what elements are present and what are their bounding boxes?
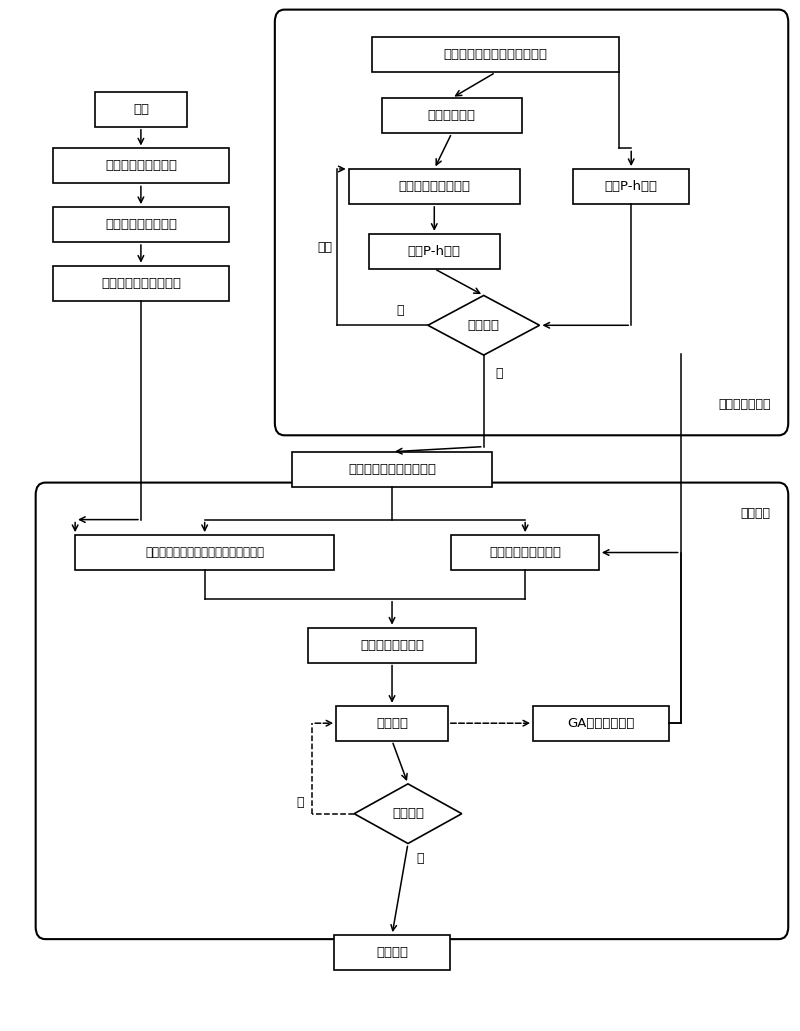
Text: 在每个区进行压痕试验: 在每个区进行压痕试验 <box>101 276 181 290</box>
FancyBboxPatch shape <box>382 98 522 133</box>
Polygon shape <box>428 296 539 355</box>
Text: 收敛校验: 收敛校验 <box>392 807 424 821</box>
Text: 根据硬度值合理分区: 根据硬度值合理分区 <box>105 218 177 231</box>
Text: 否: 否 <box>397 304 404 318</box>
Text: 否: 否 <box>297 796 304 808</box>
Text: 对焊点进行硬度试验: 对焊点进行硬度试验 <box>105 160 177 172</box>
FancyBboxPatch shape <box>54 266 229 301</box>
FancyBboxPatch shape <box>75 535 334 570</box>
Text: 输出结果: 输出结果 <box>376 946 408 959</box>
Text: 得到目标响应函数: 得到目标响应函数 <box>360 638 424 652</box>
Text: 试验P-h曲线: 试验P-h曲线 <box>605 180 658 193</box>
Text: 调用有限元数值模型: 调用有限元数值模型 <box>489 546 561 559</box>
FancyBboxPatch shape <box>369 234 500 269</box>
Text: 压痕试验有限元模型: 压痕试验有限元模型 <box>398 180 470 193</box>
Text: 求解过程: 求解过程 <box>741 507 770 521</box>
FancyBboxPatch shape <box>54 148 229 184</box>
Polygon shape <box>354 784 462 843</box>
Text: 优化算法: 优化算法 <box>376 717 408 730</box>
FancyBboxPatch shape <box>451 535 599 570</box>
Text: 读取焊点区域每个测试点压痕试验结果: 读取焊点区域每个测试点压痕试验结果 <box>145 546 264 559</box>
Text: 是: 是 <box>416 852 423 865</box>
Text: 给定参数初值和合适区间: 给定参数初值和合适区间 <box>348 463 436 475</box>
FancyBboxPatch shape <box>292 452 492 487</box>
Text: 修正: 修正 <box>318 240 333 254</box>
Text: 应力应变关系: 应力应变关系 <box>428 109 476 122</box>
FancyBboxPatch shape <box>336 706 448 740</box>
FancyBboxPatch shape <box>574 169 689 204</box>
FancyBboxPatch shape <box>308 628 476 663</box>
Text: GA自动更新参数: GA自动更新参数 <box>567 717 634 730</box>
FancyBboxPatch shape <box>275 9 788 435</box>
FancyBboxPatch shape <box>372 37 619 72</box>
Text: 仿真P-h曲线: 仿真P-h曲线 <box>408 244 461 258</box>
Text: 验证有限元模型: 验证有限元模型 <box>718 398 770 410</box>
Text: 开始: 开始 <box>133 103 149 115</box>
FancyBboxPatch shape <box>54 207 229 242</box>
Text: 母材进行拉伸试验和压痕试验: 母材进行拉伸试验和压痕试验 <box>444 48 548 62</box>
FancyBboxPatch shape <box>533 706 669 740</box>
FancyBboxPatch shape <box>95 92 186 127</box>
Text: 是否一致: 是否一致 <box>468 319 500 332</box>
Text: 是: 是 <box>496 367 503 380</box>
FancyBboxPatch shape <box>349 169 520 204</box>
FancyBboxPatch shape <box>36 483 788 939</box>
FancyBboxPatch shape <box>334 935 450 970</box>
